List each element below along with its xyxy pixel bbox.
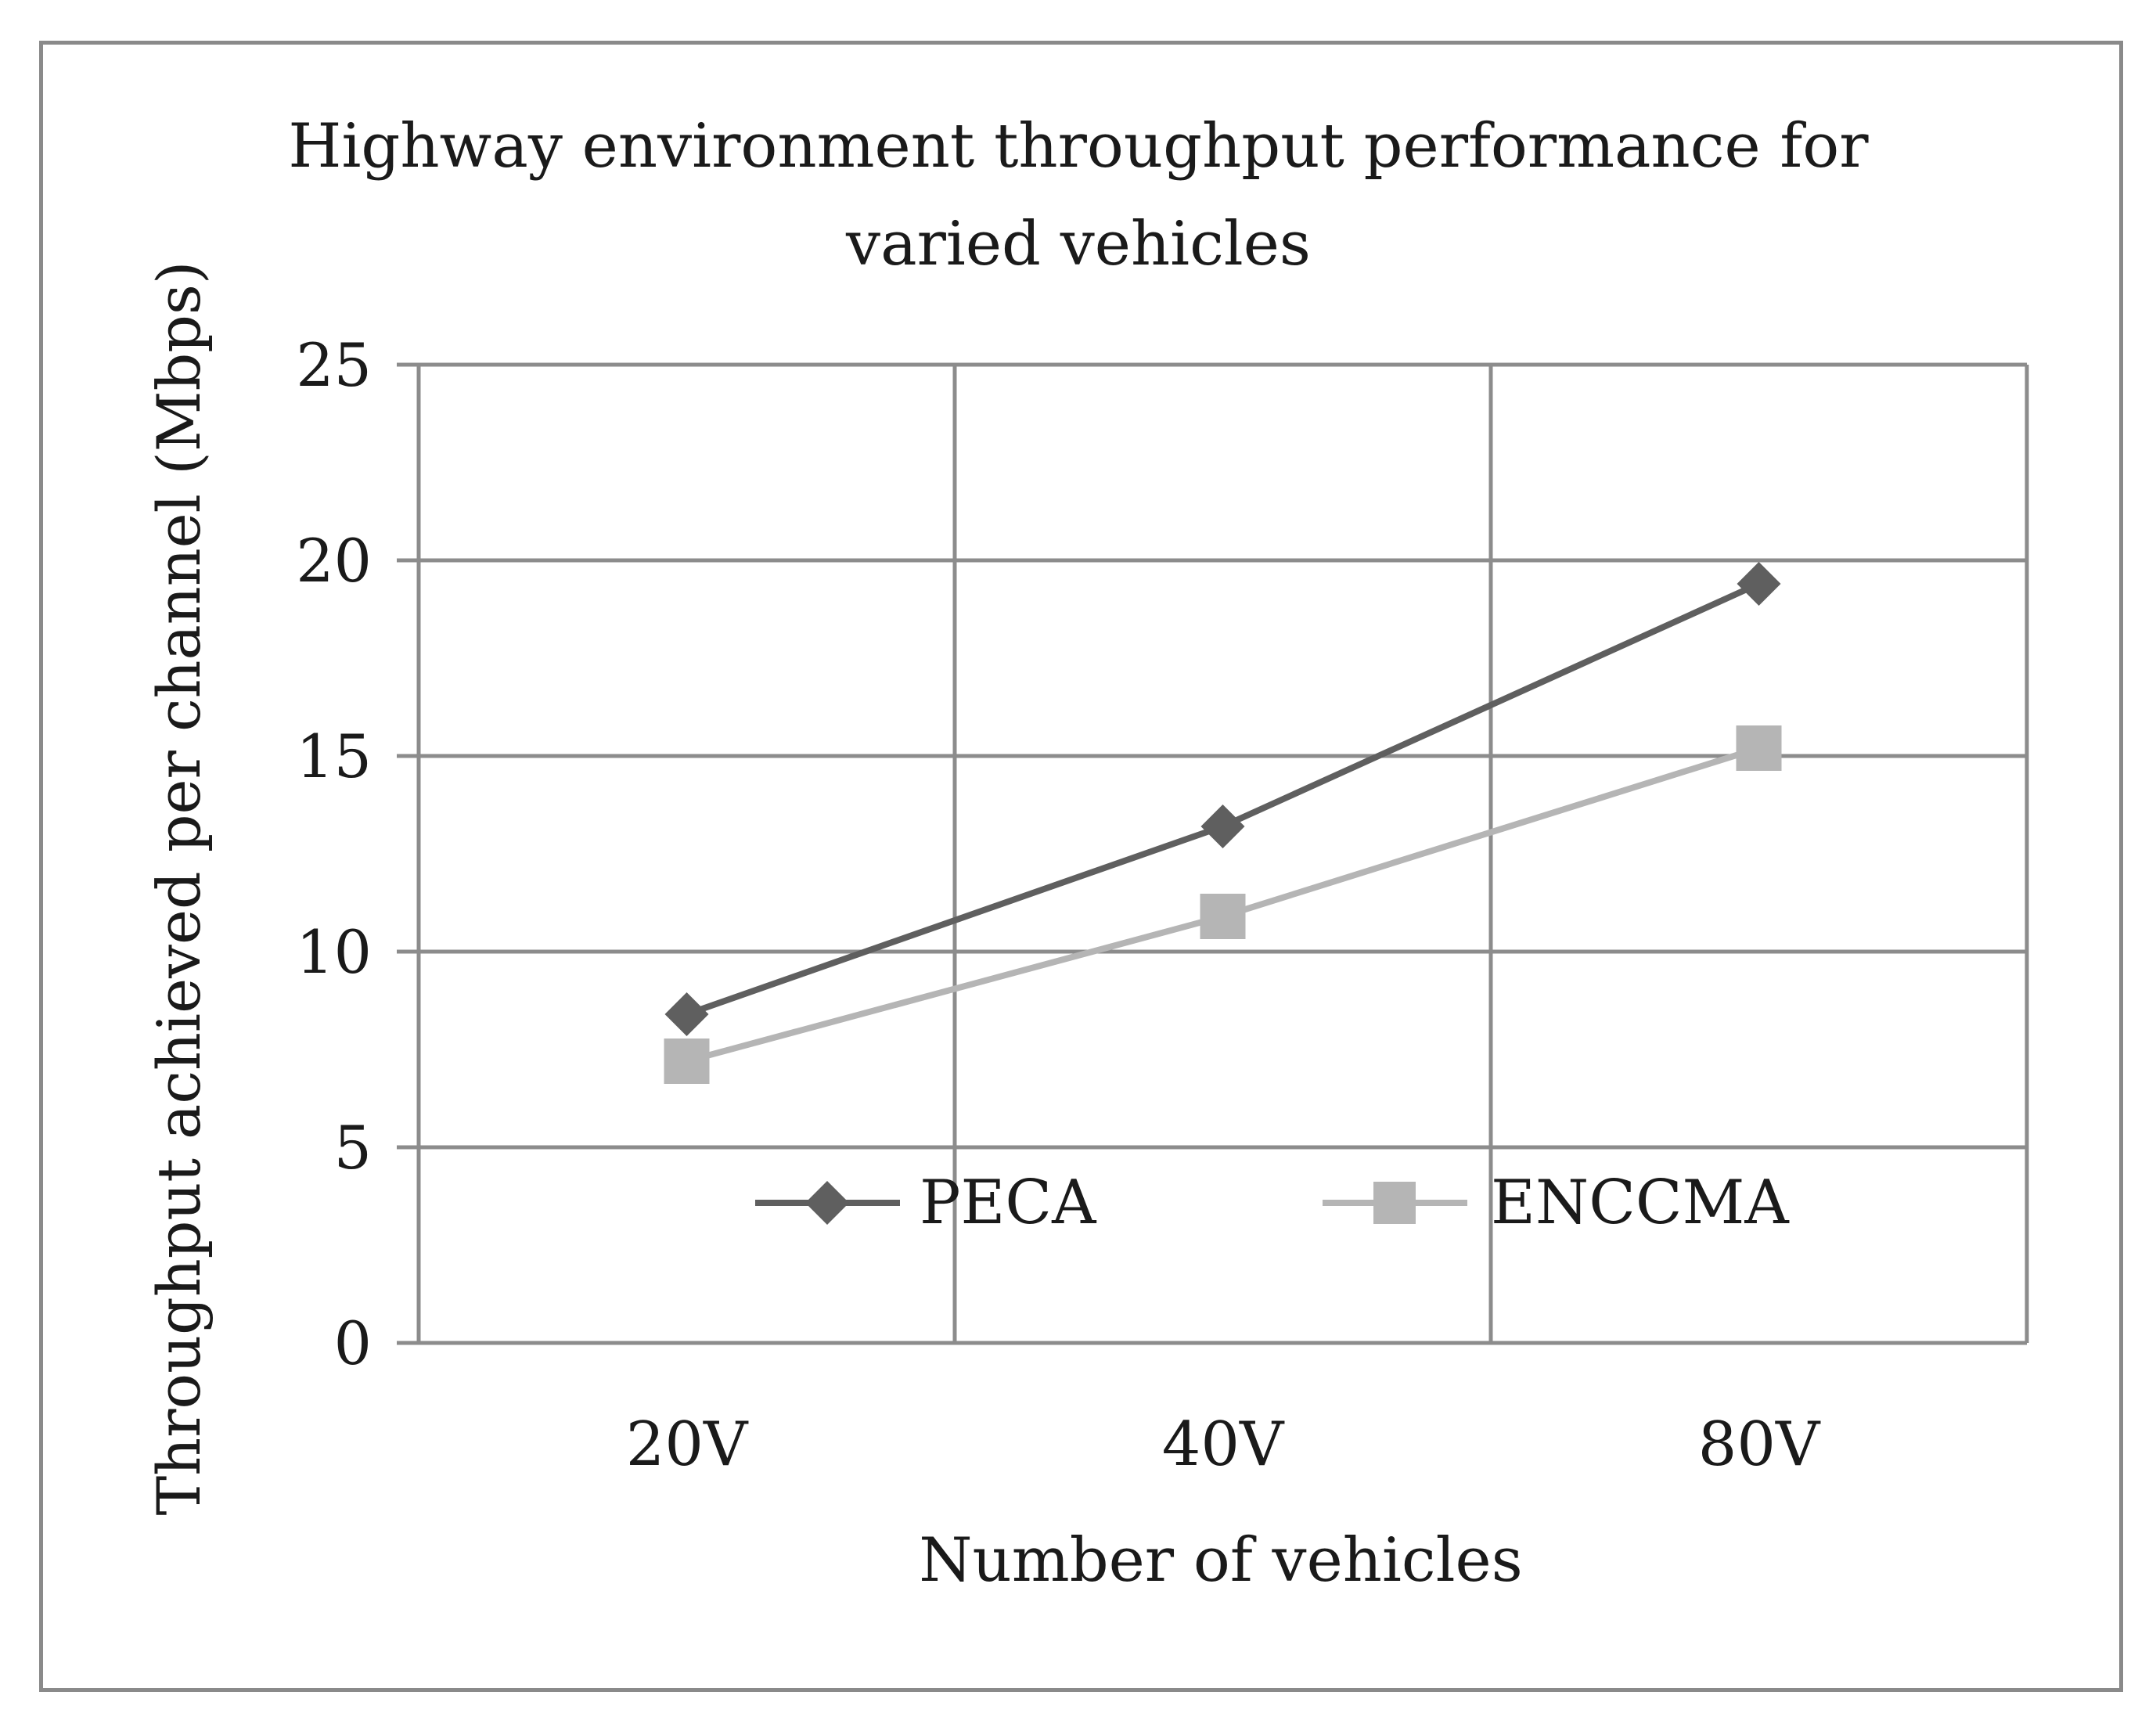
legend-peca-marker	[805, 1181, 849, 1225]
chart-title-line-1: Highway environment throughput performan…	[288, 111, 1869, 182]
y-tick-label: 10	[296, 917, 372, 987]
x-axis-title: Number of vehicles	[919, 1525, 1522, 1596]
y-tick-label: 20	[296, 526, 372, 596]
enccma-data-point	[1200, 894, 1246, 939]
legend-peca-label: PECA	[920, 1168, 1097, 1238]
y-tick-label: 0	[334, 1308, 372, 1378]
peca-data-point	[664, 992, 709, 1036]
y-tick-label: 25	[296, 330, 372, 400]
legend: PECA ENCCMA	[755, 1168, 1790, 1238]
x-tick-label: 80V	[1698, 1409, 1821, 1480]
x-tick-label: 20V	[626, 1409, 749, 1480]
enccma-data-point	[1736, 725, 1782, 771]
enccma-data-point	[664, 1038, 710, 1084]
peca-data-point	[1200, 805, 1245, 848]
legend-enccma-label: ENCCMA	[1491, 1168, 1790, 1238]
x-tick-label: 40V	[1162, 1409, 1285, 1480]
y-tick-labels: 0 5 10 15 20 25	[296, 330, 372, 1378]
y-axis-title: Throughput achieved per channel (Mbps)	[144, 261, 214, 1515]
gridlines	[397, 362, 2029, 1345]
legend-enccma-marker	[1373, 1182, 1416, 1224]
chart-title-line-2: varied vehicles	[845, 209, 1311, 279]
legend-item-peca: PECA	[755, 1168, 1097, 1238]
x-tick-labels: 20V 40V 80V	[626, 1409, 1821, 1480]
y-tick-label: 15	[296, 722, 372, 791]
y-tick-label: 5	[334, 1113, 372, 1182]
legend-item-enccma: ENCCMA	[1323, 1168, 1790, 1238]
peca-data-point	[1737, 562, 1781, 606]
series-group	[664, 562, 1782, 1084]
chart-frame	[39, 41, 2123, 1692]
